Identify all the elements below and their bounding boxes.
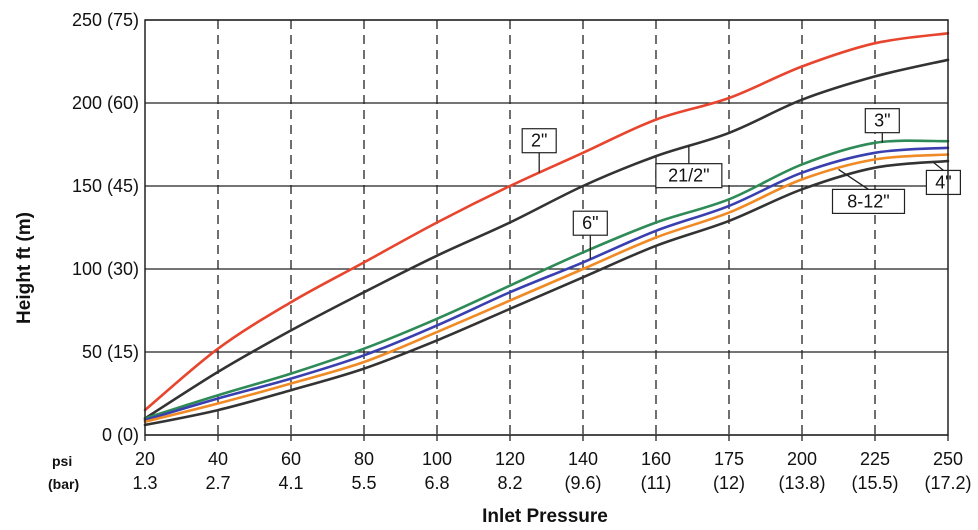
callout-label: 21/2" [668,166,709,186]
series-line-5 [143,159,950,427]
callout-box [655,163,723,189]
x-tick-label-bar: (15.5) [851,473,898,493]
x-tick-label-bar: 2.7 [205,473,230,493]
grid [145,19,948,436]
y-tick-label: 150 (45) [72,176,139,196]
callout-box [831,188,906,214]
x-unit-bar: (bar) [48,476,79,492]
x-tick-label-psi: 40 [208,449,228,469]
x-tick-label-psi: 60 [281,449,301,469]
series-line-1 [143,58,950,420]
callout-label: 4" [935,172,951,192]
x-tick-label-bar: (17.2) [924,473,971,493]
x-tick-label-bar: 8.2 [497,473,522,493]
series-line-3 [143,146,950,422]
callout-box [572,210,608,236]
x-tick-label-bar: (11) [641,473,672,493]
x-tick-label-psi: 100 [422,449,452,469]
callout-1: 21/2" [655,145,723,189]
x-tick-label-psi: 200 [787,449,817,469]
callout-2: 3" [864,108,900,143]
x-tick-label-bar: 5.5 [351,473,376,493]
x-tick-label-bar: (13.8) [778,473,825,493]
x-tick-label-psi: 225 [860,449,890,469]
x-tick-label-psi: 175 [714,449,744,469]
axes: 0 (0) 50 (15) 100 (30) 150 (45) 200 (60) 250 … [72,10,972,493]
x-unit-psi: psi [52,453,72,469]
callout-leader [932,161,944,171]
y-tick-label: 0 (0) [102,425,139,445]
x-tick-label-psi: 80 [354,449,374,469]
callout-label: 3" [874,111,890,131]
x-axis-title: Inlet Pressure [482,506,608,527]
callout-4: 8-12" [831,168,906,214]
callout-leader [838,168,869,190]
x-tick-label-bar: 1.3 [132,473,157,493]
callouts: 2" 21/2" 3" 6" 8-12" 4" [521,108,962,260]
callout-0: 2" [521,128,557,173]
series-line-4 [143,153,950,423]
x-tick-label-bar: (9.6) [564,473,601,493]
y-tick-label: 50 (15) [82,342,139,362]
callout-label: 8-12" [847,191,889,211]
x-tick-label-psi: 20 [135,449,155,469]
x-tick-label-bar: 4.1 [278,473,303,493]
callout-box [925,169,962,196]
callout-box [864,108,900,134]
y-tick-label: 200 (60) [72,93,139,113]
callout-5: 4" [925,161,962,196]
series-line-0 [143,31,950,412]
callout-box [521,128,557,154]
x-tick-label-psi: 250 [933,449,963,469]
x-tick-label-psi: 120 [495,449,525,469]
plot-frame [144,19,949,436]
callout-label: 6" [582,213,598,233]
y-tick-label: 100 (30) [72,259,139,279]
x-tick-label-bar: 6.8 [424,473,449,493]
series-line-2 [143,139,950,420]
x-tick-label-bar: (12) [713,473,745,493]
y-axis-title: Height ft (m) [14,212,35,324]
x-tick-label-psi: 160 [641,449,671,469]
series-lines [143,31,950,427]
callout-3: 6" [572,210,608,260]
callout-label: 2" [531,131,547,151]
y-tick-label: 250 (75) [72,10,139,30]
x-tick-label-psi: 140 [568,449,598,469]
